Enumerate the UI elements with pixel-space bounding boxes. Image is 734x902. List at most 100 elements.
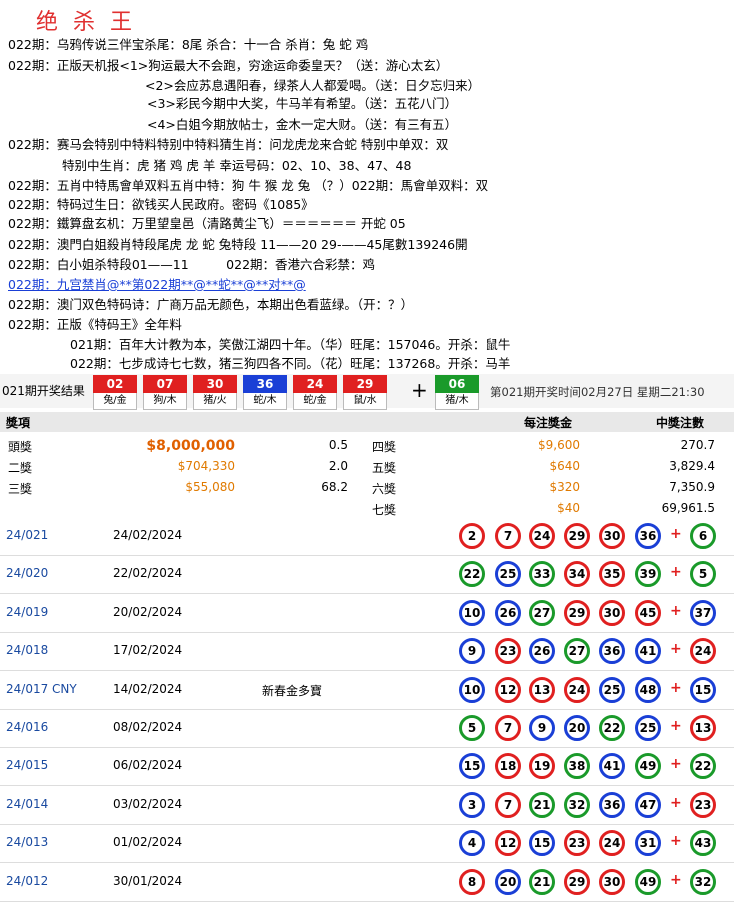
number-ball: 21 xyxy=(529,791,555,818)
number-ball: 5 xyxy=(459,715,485,741)
result-ball: 07 狗/木 xyxy=(143,375,187,411)
result-ball: 02 兔/金 xyxy=(93,375,137,411)
result-ball: 29 鼠/水 xyxy=(343,375,387,411)
draw-row: 24/020 22/02/2024 22 25 33 34 35 39 +5 xyxy=(0,555,734,595)
number-ball: 20 xyxy=(564,715,590,741)
plus-sign: + xyxy=(670,679,682,696)
draw-date: 30/01/2024 xyxy=(113,873,183,888)
number-ball: 30 xyxy=(599,599,625,626)
draw-date: 03/02/2024 xyxy=(113,796,183,811)
plus-sign: + xyxy=(670,794,682,811)
plus-sign: + xyxy=(670,718,682,734)
number-ball: 47 xyxy=(635,791,661,818)
prize-count: 0.5 xyxy=(328,438,348,452)
prize-name: 四獎 xyxy=(372,440,397,454)
number-ball: 24 xyxy=(529,523,555,549)
ball-number: 30 xyxy=(193,375,237,393)
number-ball: 22 xyxy=(459,561,485,588)
number-ball: 36 xyxy=(599,638,625,665)
draw-date: 06/02/2024 xyxy=(113,758,183,773)
number-ball: 15 xyxy=(529,830,555,857)
number-ball: 23 xyxy=(564,830,590,857)
number-ball: 2 xyxy=(459,523,485,549)
prize-amount: $8,000,000 xyxy=(146,438,235,454)
number-ball: 19 xyxy=(529,753,555,780)
text-line: 022期：乌鸦传说三伴宝杀尾：8尾 杀合：十一合 杀肖：兔 蛇 鸡 xyxy=(8,37,369,52)
number-ball: 30 xyxy=(599,868,625,895)
special-ball: 37 xyxy=(690,599,716,626)
plus-sign: + xyxy=(670,641,682,658)
text-line: 022期：五肖中特馬會单双料五肖中特：狗 牛 猴 龙 兔 （？）022期：馬會单… xyxy=(8,178,489,193)
text-line: 022期：赛马会特别中特料特别中特料猜生肖：问龙虎龙来合蛇 特别中单双：双 xyxy=(8,137,449,152)
ball-number: 24 xyxy=(293,375,337,393)
draw-row: 24/016 08/02/2024 5 7 9 20 22 25 +13 xyxy=(0,709,734,748)
text-line: <4>白姐今期放帖士，金木一定大财。（送：有三有五） xyxy=(147,117,458,132)
result-ball: 30 猪/火 xyxy=(193,375,237,411)
text-line: 022期：正版天机报<1>狗运最大不会跑，穷途运命委皇天？（送：游心太玄） xyxy=(8,58,449,73)
draw-id: 24/018 xyxy=(6,643,49,658)
special-ball: 6 xyxy=(690,523,716,549)
ball-zodiac: 猪/木 xyxy=(435,393,479,410)
text-line: <3>彩民今期中大奖，牛马羊有希望。（送：五花八门） xyxy=(147,96,458,111)
special-ball: 43 xyxy=(690,830,716,857)
plus-sign: + xyxy=(670,756,682,773)
text-line: 022期：七步成诗七七数，猪三狗四各不同。（花）旺尾：137268。开杀：马羊 xyxy=(70,356,511,371)
number-ball: 23 xyxy=(495,638,521,665)
prize-header-bg xyxy=(0,412,734,432)
prize-name: 三獎 xyxy=(8,482,33,496)
number-ball: 41 xyxy=(635,638,661,665)
text-line: 022期：澳门双色特码诗：广商万品无颜色，本期出色看蓝绿。（开：？） xyxy=(8,297,414,312)
draw-note: 新春金多寶 xyxy=(262,683,323,698)
prize-count: 270.7 xyxy=(680,438,715,452)
page-title: 绝 杀 王 xyxy=(36,10,136,35)
draw-id: 24/013 xyxy=(6,835,49,850)
number-ball: 20 xyxy=(495,868,521,895)
draw-row: 24/018 17/02/2024 9 23 26 27 36 41 +24 xyxy=(0,632,734,672)
number-ball: 49 xyxy=(635,753,661,780)
number-ball: 35 xyxy=(599,561,625,588)
number-ball: 9 xyxy=(529,715,555,741)
number-ball: 31 xyxy=(635,830,661,857)
number-ball: 18 xyxy=(495,753,521,780)
ball-zodiac: 猪/火 xyxy=(193,393,237,410)
number-ball: 7 xyxy=(495,523,521,549)
plus-sign: + xyxy=(411,378,428,402)
text-line: 022期：白小姐杀特段01——11 022期：香港六合彩禁：鸡 xyxy=(8,257,376,272)
number-ball: 36 xyxy=(635,523,661,549)
number-ball: 49 xyxy=(635,868,661,895)
number-ball: 26 xyxy=(529,638,555,665)
draw-date: 24/02/2024 xyxy=(113,528,183,542)
link-line[interactable]: 022期：九宫禁肖@**第022期**@**蛇**@**对**@ xyxy=(8,277,306,292)
special-ball: 13 xyxy=(690,715,716,741)
prize-name: 頭獎 xyxy=(8,440,33,454)
number-ball: 13 xyxy=(529,676,555,703)
prize-count: 69,961.5 xyxy=(661,501,715,515)
number-ball: 12 xyxy=(495,676,521,703)
text-line: 022期：鐵算盘玄机：万里望皇邑（清路黄尘飞）＝＝＝＝＝＝ 开蛇 05 xyxy=(8,216,406,231)
draw-row: 24/021 24/02/2024 2 7 24 29 30 36 +6 xyxy=(0,517,734,556)
draw-id: 24/020 xyxy=(6,566,49,581)
ball-zodiac: 蛇/木 xyxy=(243,393,287,410)
draw-id: 24/019 xyxy=(6,604,49,619)
text-line: 022期：澳門白姐殺肖特段尾虎 龙 蛇 兔特段 11——20 29-——45尾數… xyxy=(8,237,468,252)
plus-sign: + xyxy=(670,833,682,850)
prize-name: 二獎 xyxy=(8,461,33,475)
number-ball: 21 xyxy=(529,868,555,895)
prize-header: 中獎注數 xyxy=(656,416,705,430)
number-ball: 7 xyxy=(495,715,521,741)
ball-zodiac: 狗/木 xyxy=(143,393,187,410)
result-ball: 24 蛇/金 xyxy=(293,375,337,411)
number-ball: 29 xyxy=(564,868,590,895)
number-ball: 3 xyxy=(459,791,485,818)
number-ball: 34 xyxy=(564,561,590,588)
prize-count: 3,829.4 xyxy=(669,459,715,473)
special-ball: 24 xyxy=(690,638,716,665)
ball-number: 06 xyxy=(435,375,479,393)
prize-amount: $704,330 xyxy=(177,459,235,473)
draw-row: 24/014 03/02/2024 3 7 21 32 36 47 +23 xyxy=(0,786,734,825)
prize-amount: $40 xyxy=(557,501,580,515)
special-ball: 32 xyxy=(690,868,716,895)
number-ball: 25 xyxy=(635,715,661,741)
draw-date: 08/02/2024 xyxy=(113,720,183,734)
